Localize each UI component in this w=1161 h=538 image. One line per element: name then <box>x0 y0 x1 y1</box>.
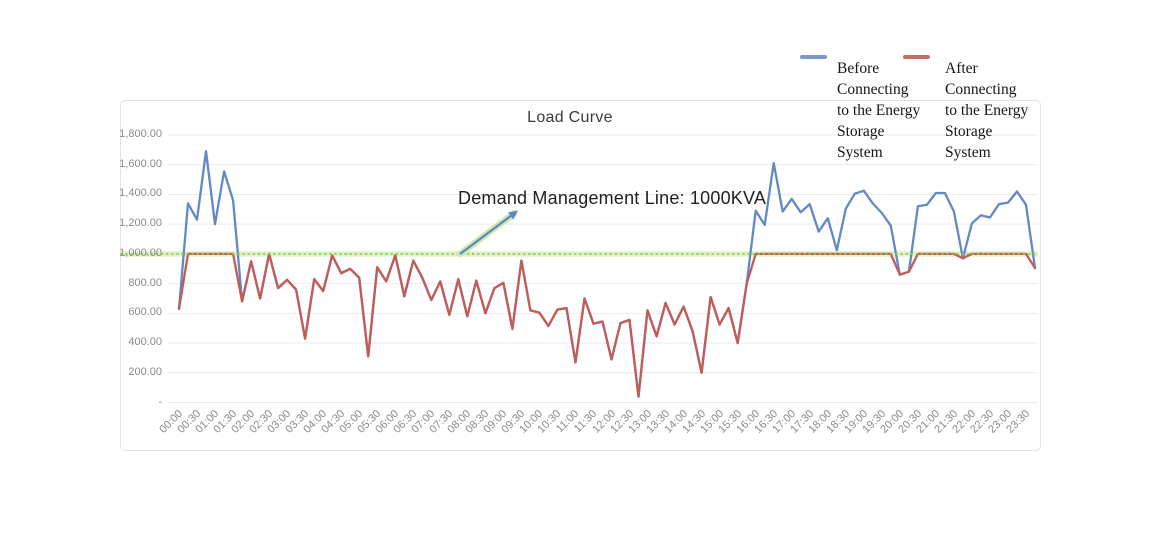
y-axis-tick-label: 1,400.00 <box>119 187 162 200</box>
legend-item-after: After Connecting to the Energy Storage S… <box>945 58 1029 163</box>
after-series-line <box>177 252 1037 398</box>
demand-line-annotation: Demand Management Line: 1000KVA <box>458 188 767 208</box>
y-axis-tick-label: 600.00 <box>128 306 162 319</box>
y-axis-tick-label: - <box>158 395 162 408</box>
legend-item-before: Before Connecting to the Energy Storage … <box>837 58 921 163</box>
y-axis-tick-label: 800.00 <box>128 276 162 289</box>
legend-line-after-icon <box>903 55 930 59</box>
legend-label-after: After Connecting to the Energy Storage S… <box>945 60 1029 161</box>
load-curve-chart-frame <box>120 100 1041 451</box>
legend-label-before: Before Connecting to the Energy Storage … <box>837 60 921 161</box>
y-axis-tick-label: 1,600.00 <box>119 157 162 170</box>
annotation-arrow <box>459 214 513 255</box>
plot-area <box>120 134 1038 403</box>
chart-title: Load Curve <box>527 109 613 126</box>
legend-line-before-icon <box>800 55 827 59</box>
y-axis-tick-label: 1,200.00 <box>119 217 162 230</box>
y-axis-tick-label: 1,000.00 <box>119 246 162 259</box>
y-axis-tick-label: 1,800.00 <box>119 128 162 140</box>
annotation-arrowhead <box>508 210 518 220</box>
y-axis-tick-label: 400.00 <box>128 336 162 349</box>
y-axis-tick-label: 200.00 <box>128 365 162 378</box>
